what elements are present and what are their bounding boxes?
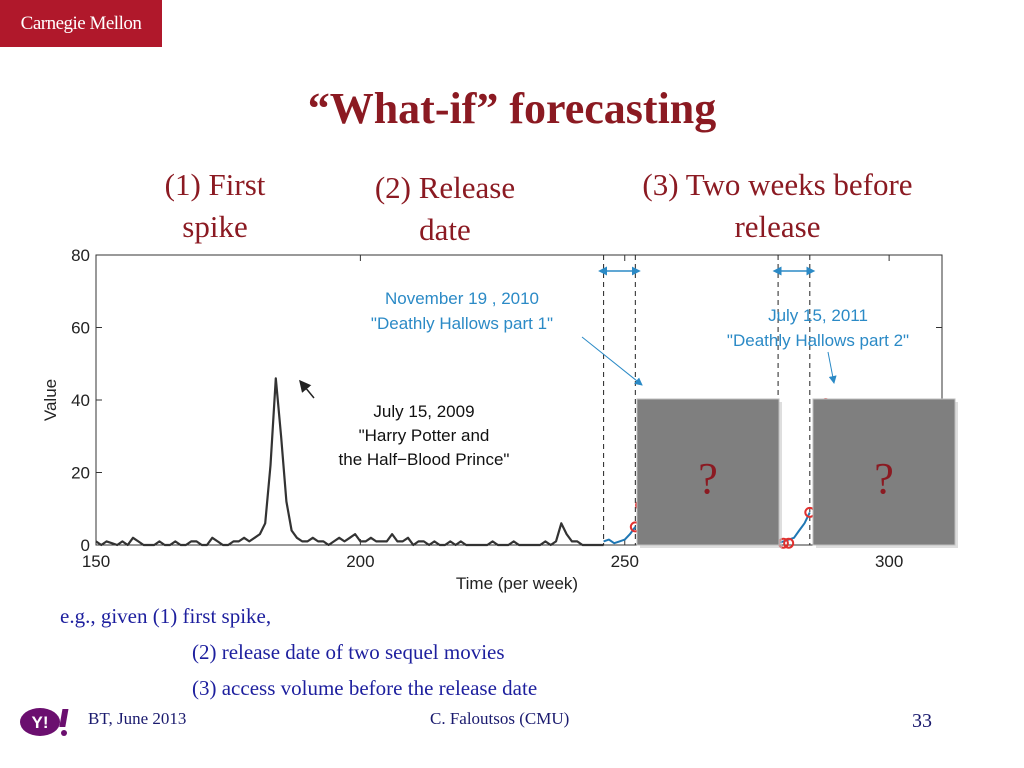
note-line-1: e.g., given (1) first spike, <box>60 604 272 628</box>
yahoo-logo: Y! <box>20 708 69 736</box>
annotation-dh1-arrow <box>581 336 643 386</box>
caption-first-spike-line2: spike <box>182 209 248 244</box>
hidden-box-2: ? <box>812 398 958 548</box>
caption-two-weeks: (3) Two weeks before release <box>600 164 955 248</box>
series-line-2 <box>777 511 811 545</box>
y-axis-label: Value <box>41 379 60 421</box>
annotation-hp6-date: July 15, 2009 <box>373 402 474 421</box>
hidden-box-1: ? <box>636 398 782 548</box>
x-tick-label: 150 <box>82 552 110 571</box>
y-tick-label: 60 <box>71 319 90 338</box>
caption-two-weeks-line2: release <box>734 209 821 244</box>
series-lines <box>95 377 811 547</box>
caption-release-date-line1: (2) Release <box>374 170 516 205</box>
annotation-dh1-date: November 19 , 2010 <box>385 289 539 308</box>
caption-two-weeks-line1: (3) Two weeks before <box>642 167 913 202</box>
caption-release-date: (2) Release date <box>340 167 550 251</box>
series-line-1 <box>603 526 637 545</box>
x-tick-label: 250 <box>611 552 639 571</box>
caption-first-spike: (1) First spike <box>140 164 290 248</box>
hidden-box-1-label: ? <box>698 454 718 503</box>
series-line-0 <box>95 377 604 547</box>
x-tick-label: 300 <box>875 552 903 571</box>
x-tick-label: 200 <box>346 552 374 571</box>
hidden-box-2-label: ? <box>874 454 894 503</box>
annotation-dh2-title: "Deathly Hallows part 2" <box>727 331 909 350</box>
annotation-hp6-title2: the Half−Blood Prince" <box>339 450 510 469</box>
note-line-2: (2) release date of two sequel movies <box>192 640 505 664</box>
yahoo-logo-text: Y! <box>32 713 49 732</box>
caption-first-spike-line1: (1) First <box>164 167 266 202</box>
note-line-3: (3) access volume before the release dat… <box>192 676 538 700</box>
annotation-dh1-title: "Deathly Hallows part 1" <box>371 314 553 333</box>
footer-author: C. Faloutsos (CMU) <box>430 709 570 728</box>
cmu-logo: Carnegie Mellon <box>0 0 162 47</box>
annotation-dh2-arrow <box>827 351 837 384</box>
y-tick-label: 40 <box>71 391 90 410</box>
slide-title: “What-if” forecasting <box>307 84 717 133</box>
x-axis-label: Time (per week) <box>456 574 578 593</box>
y-tick-label: 20 <box>71 464 90 483</box>
page-number: 33 <box>912 710 932 732</box>
y-axis: 0 20 40 60 80 <box>71 246 942 555</box>
caption-release-date-line2: date <box>419 212 471 247</box>
y-tick-label: 0 <box>81 536 90 555</box>
x-axis: 150 200 250 300 <box>82 255 903 571</box>
footer-event: BT, June 2013 <box>88 709 187 728</box>
annotation-dh2-date: July 15, 2011 <box>768 306 868 325</box>
forecast-marker <box>783 537 795 549</box>
annotation-hp6-title1: "Harry Potter and <box>359 426 490 445</box>
annotation-hp6-arrow <box>299 379 315 399</box>
y-tick-label: 80 <box>71 246 90 265</box>
